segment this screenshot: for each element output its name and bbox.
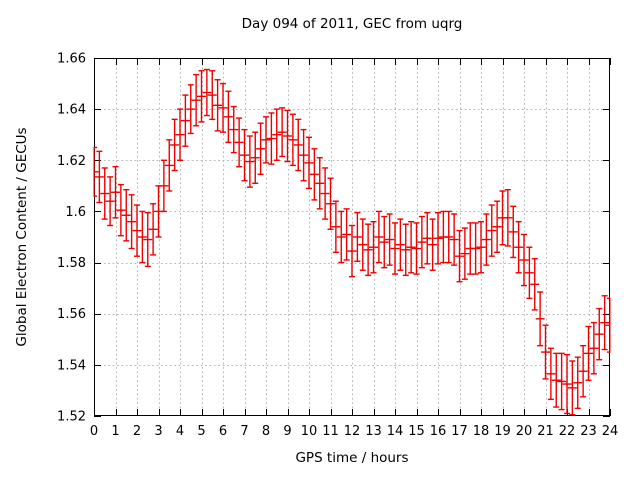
x-tick-label: 10	[301, 424, 318, 439]
x-tick-label: 11	[322, 424, 339, 439]
x-tick-label: 24	[602, 424, 619, 439]
x-tick-label: 21	[537, 424, 554, 439]
x-axis-label: GPS time / hours	[295, 450, 409, 466]
x-tick-label: 0	[90, 424, 98, 439]
x-tick-label: 3	[154, 424, 162, 439]
x-tick-label: 12	[344, 424, 361, 439]
x-tick-label: 2	[133, 424, 141, 439]
y-axis-label: Global Electron Content / GECUs	[14, 127, 30, 347]
x-tick-label: 1	[111, 424, 119, 439]
y-tick-label: 1.58	[57, 256, 86, 271]
chart-title: Day 094 of 2011, GEC from uqrg	[241, 16, 463, 32]
x-tick-label: 23	[580, 424, 597, 439]
x-tick-label: 16	[430, 424, 447, 439]
y-tick-label: 1.66	[57, 52, 86, 67]
y-tick-label: 1.64	[57, 103, 86, 118]
y-tick-label: 1.52	[57, 410, 86, 425]
x-tick-label: 8	[262, 424, 270, 439]
x-tick-label: 6	[219, 424, 227, 439]
x-tick-label: 15	[408, 424, 425, 439]
x-tick-label: 9	[283, 424, 291, 439]
x-tick-label: 5	[197, 424, 205, 439]
y-tick-label: 1.6	[65, 205, 86, 220]
x-tick-label: 7	[240, 424, 248, 439]
x-tick-label: 13	[365, 424, 382, 439]
x-tick-label: 22	[559, 424, 576, 439]
x-tick-label: 14	[387, 424, 404, 439]
y-tick-label: 1.54	[57, 358, 86, 373]
x-tick-label: 19	[494, 424, 511, 439]
y-tick-label: 1.62	[57, 154, 86, 169]
x-tick-label: 18	[473, 424, 490, 439]
x-tick-label: 4	[176, 424, 184, 439]
y-tick-label: 1.56	[57, 307, 86, 322]
x-tick-label: 17	[451, 424, 468, 439]
errorbar-series	[93, 68, 611, 416]
x-tick-label: 20	[516, 424, 533, 439]
